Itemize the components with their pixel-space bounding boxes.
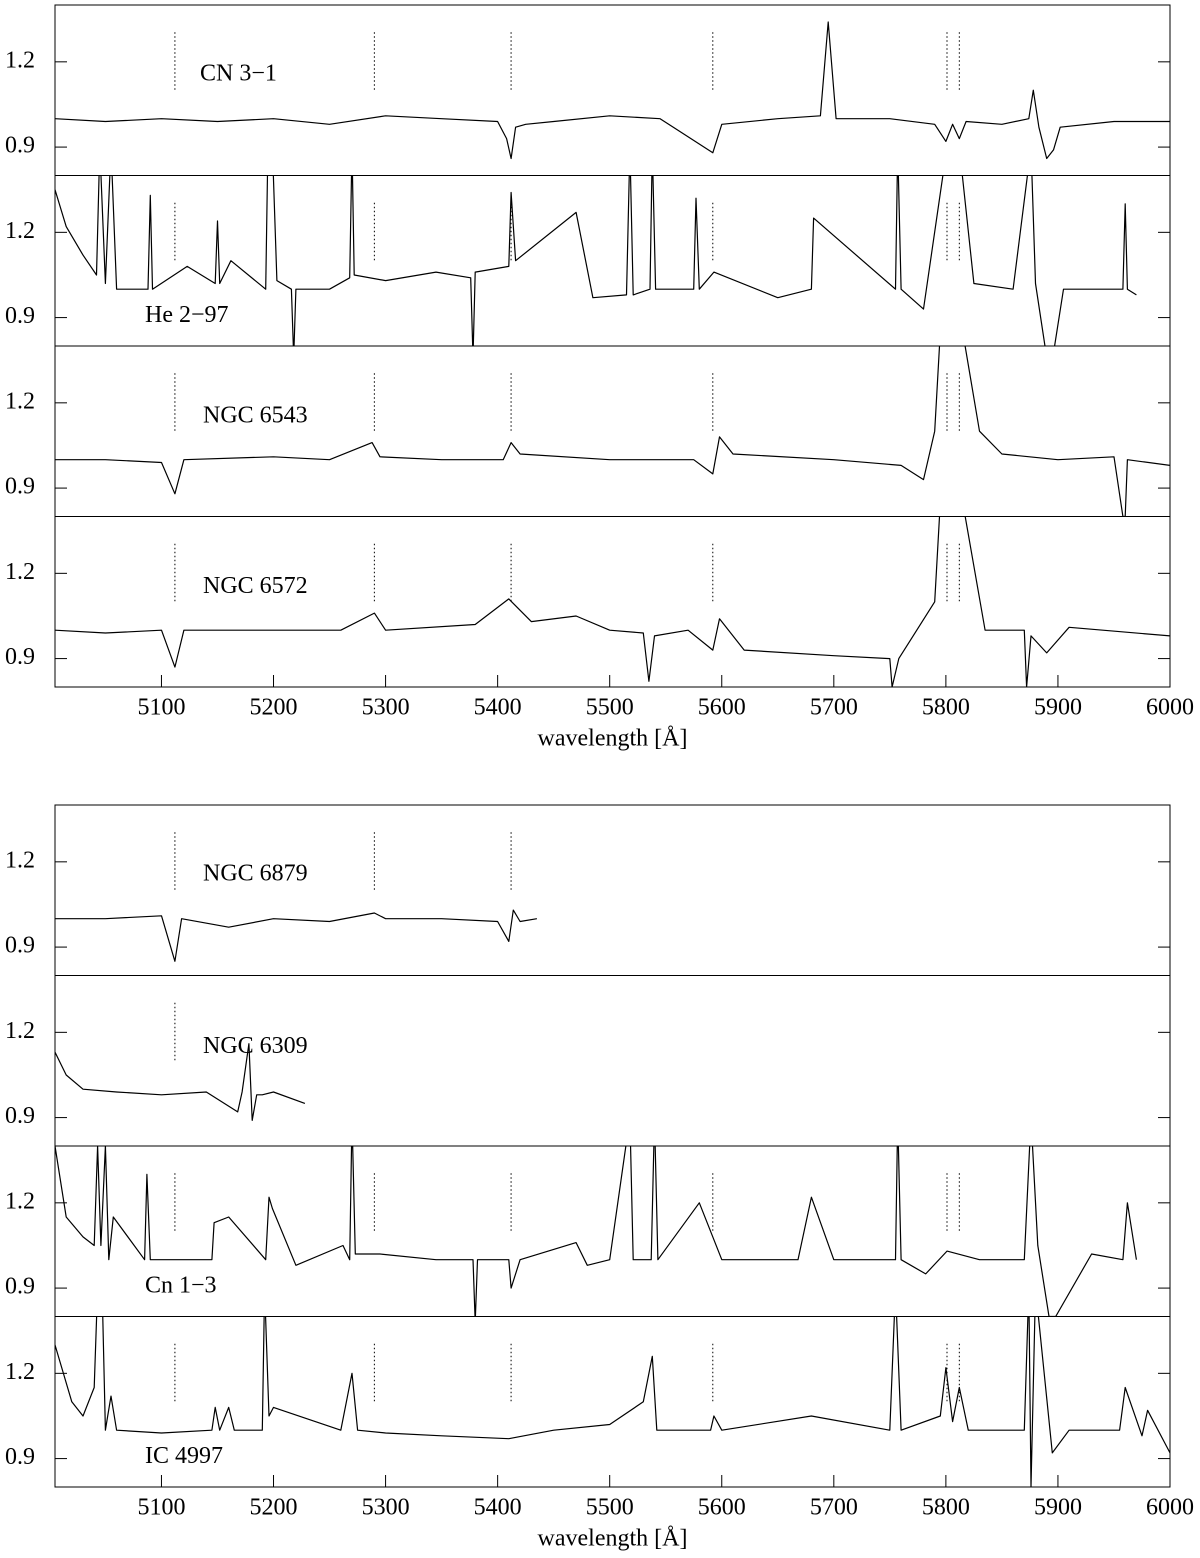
panel: 0.9 1.2 CN 3−1 xyxy=(5,4,1171,176)
panel: 0.9 1.2 5100 5200 5300 5400 5500 5600 5700 5800 59… xyxy=(5,1316,1194,1552)
panel: 0.9 1.2 Cn 1−3 xyxy=(5,1145,1171,1317)
y-tick-label: 1.2 xyxy=(5,1188,35,1214)
x-tick-label: 5500 xyxy=(586,695,634,721)
x-tick-label: 5500 xyxy=(586,1495,634,1521)
spectrum xyxy=(55,346,1170,517)
spectrum-label: NGC 6309 xyxy=(203,1033,308,1059)
x-tick-label: 5600 xyxy=(698,695,746,721)
y-tick-label: 1.2 xyxy=(5,559,35,585)
x-tick-label: 5200 xyxy=(250,1495,298,1521)
x-tick-label: 5800 xyxy=(922,695,970,721)
spectrum-label: He 2−97 xyxy=(145,302,229,328)
y-tick-label: 1.2 xyxy=(5,1018,35,1044)
panel-frame xyxy=(54,1316,1171,1488)
spectrum-label: NGC 6879 xyxy=(203,861,308,887)
y-tick-label: 1.2 xyxy=(5,47,35,73)
spectrum-label: Cn 1−3 xyxy=(145,1273,217,1299)
x-tick-label: 5400 xyxy=(474,695,522,721)
spectrum xyxy=(55,1316,1170,1487)
spectrum-label: CN 3−1 xyxy=(200,61,277,87)
x-tick-label: 5800 xyxy=(922,1495,970,1521)
x-tick-label: 5400 xyxy=(474,1495,522,1521)
spectrum xyxy=(55,21,1170,160)
spectrum xyxy=(55,909,537,962)
spectrum-label: NGC 6572 xyxy=(203,573,308,599)
x-tick-label: 5300 xyxy=(362,695,410,721)
panel: 0.9 1.2 NGC 6309 xyxy=(5,975,1171,1147)
x-axis-label: wavelength [Å] xyxy=(538,726,688,752)
x-tick-label: 5700 xyxy=(810,695,858,721)
x-tick-label: 5200 xyxy=(250,695,298,721)
y-tick-label: 1.2 xyxy=(5,1359,35,1385)
y-tick-label: 0.9 xyxy=(5,644,35,670)
y-tick-label: 1.2 xyxy=(5,388,35,414)
panel-frame xyxy=(54,975,1171,1147)
panel-frame xyxy=(54,4,1171,176)
panel: 0.9 1.2 NGC 6879 xyxy=(5,804,1171,976)
panel-frame xyxy=(54,516,1171,688)
y-tick-label: 0.9 xyxy=(5,1274,35,1300)
y-tick-label: 0.9 xyxy=(5,133,35,159)
spectrum xyxy=(55,1043,306,1121)
spectrum xyxy=(55,516,1170,687)
panel: 0.9 1.2 He 2−97 xyxy=(5,175,1171,347)
spectrum xyxy=(55,175,1137,346)
x-tick-label: 5900 xyxy=(1034,695,1082,721)
spectrum xyxy=(55,1146,1137,1317)
y-tick-label: 0.9 xyxy=(5,474,35,500)
panel-frame xyxy=(54,345,1171,517)
y-tick-label: 0.9 xyxy=(5,1103,35,1129)
y-tick-label: 0.9 xyxy=(5,1444,35,1470)
x-axis-label: wavelength [Å] xyxy=(538,1526,688,1552)
x-tick-label: 5600 xyxy=(698,1495,746,1521)
panel-frame xyxy=(54,1145,1171,1317)
y-tick-label: 0.9 xyxy=(5,303,35,329)
x-tick-label: 5100 xyxy=(137,1495,185,1521)
x-tick-label: 5900 xyxy=(1034,1495,1082,1521)
x-tick-label: 5300 xyxy=(362,1495,410,1521)
y-tick-label: 1.2 xyxy=(5,847,35,873)
y-tick-label: 1.2 xyxy=(5,218,35,244)
x-tick-label: 5100 xyxy=(137,695,185,721)
panel: 0.9 1.2 5100 5200 5300 5400 5500 5600 5700 5800 59… xyxy=(5,516,1194,752)
y-tick-label: 0.9 xyxy=(5,933,35,959)
spectrum-label: NGC 6543 xyxy=(203,403,308,429)
x-tick-label: 6000 xyxy=(1146,1495,1194,1521)
panel-frame xyxy=(54,804,1171,976)
spectrum-label: IC 4997 xyxy=(145,1443,223,1469)
x-tick-label: 5700 xyxy=(810,1495,858,1521)
x-tick-label: 6000 xyxy=(1146,695,1194,721)
panel: 0.9 1.2 NGC 6543 xyxy=(5,345,1171,517)
